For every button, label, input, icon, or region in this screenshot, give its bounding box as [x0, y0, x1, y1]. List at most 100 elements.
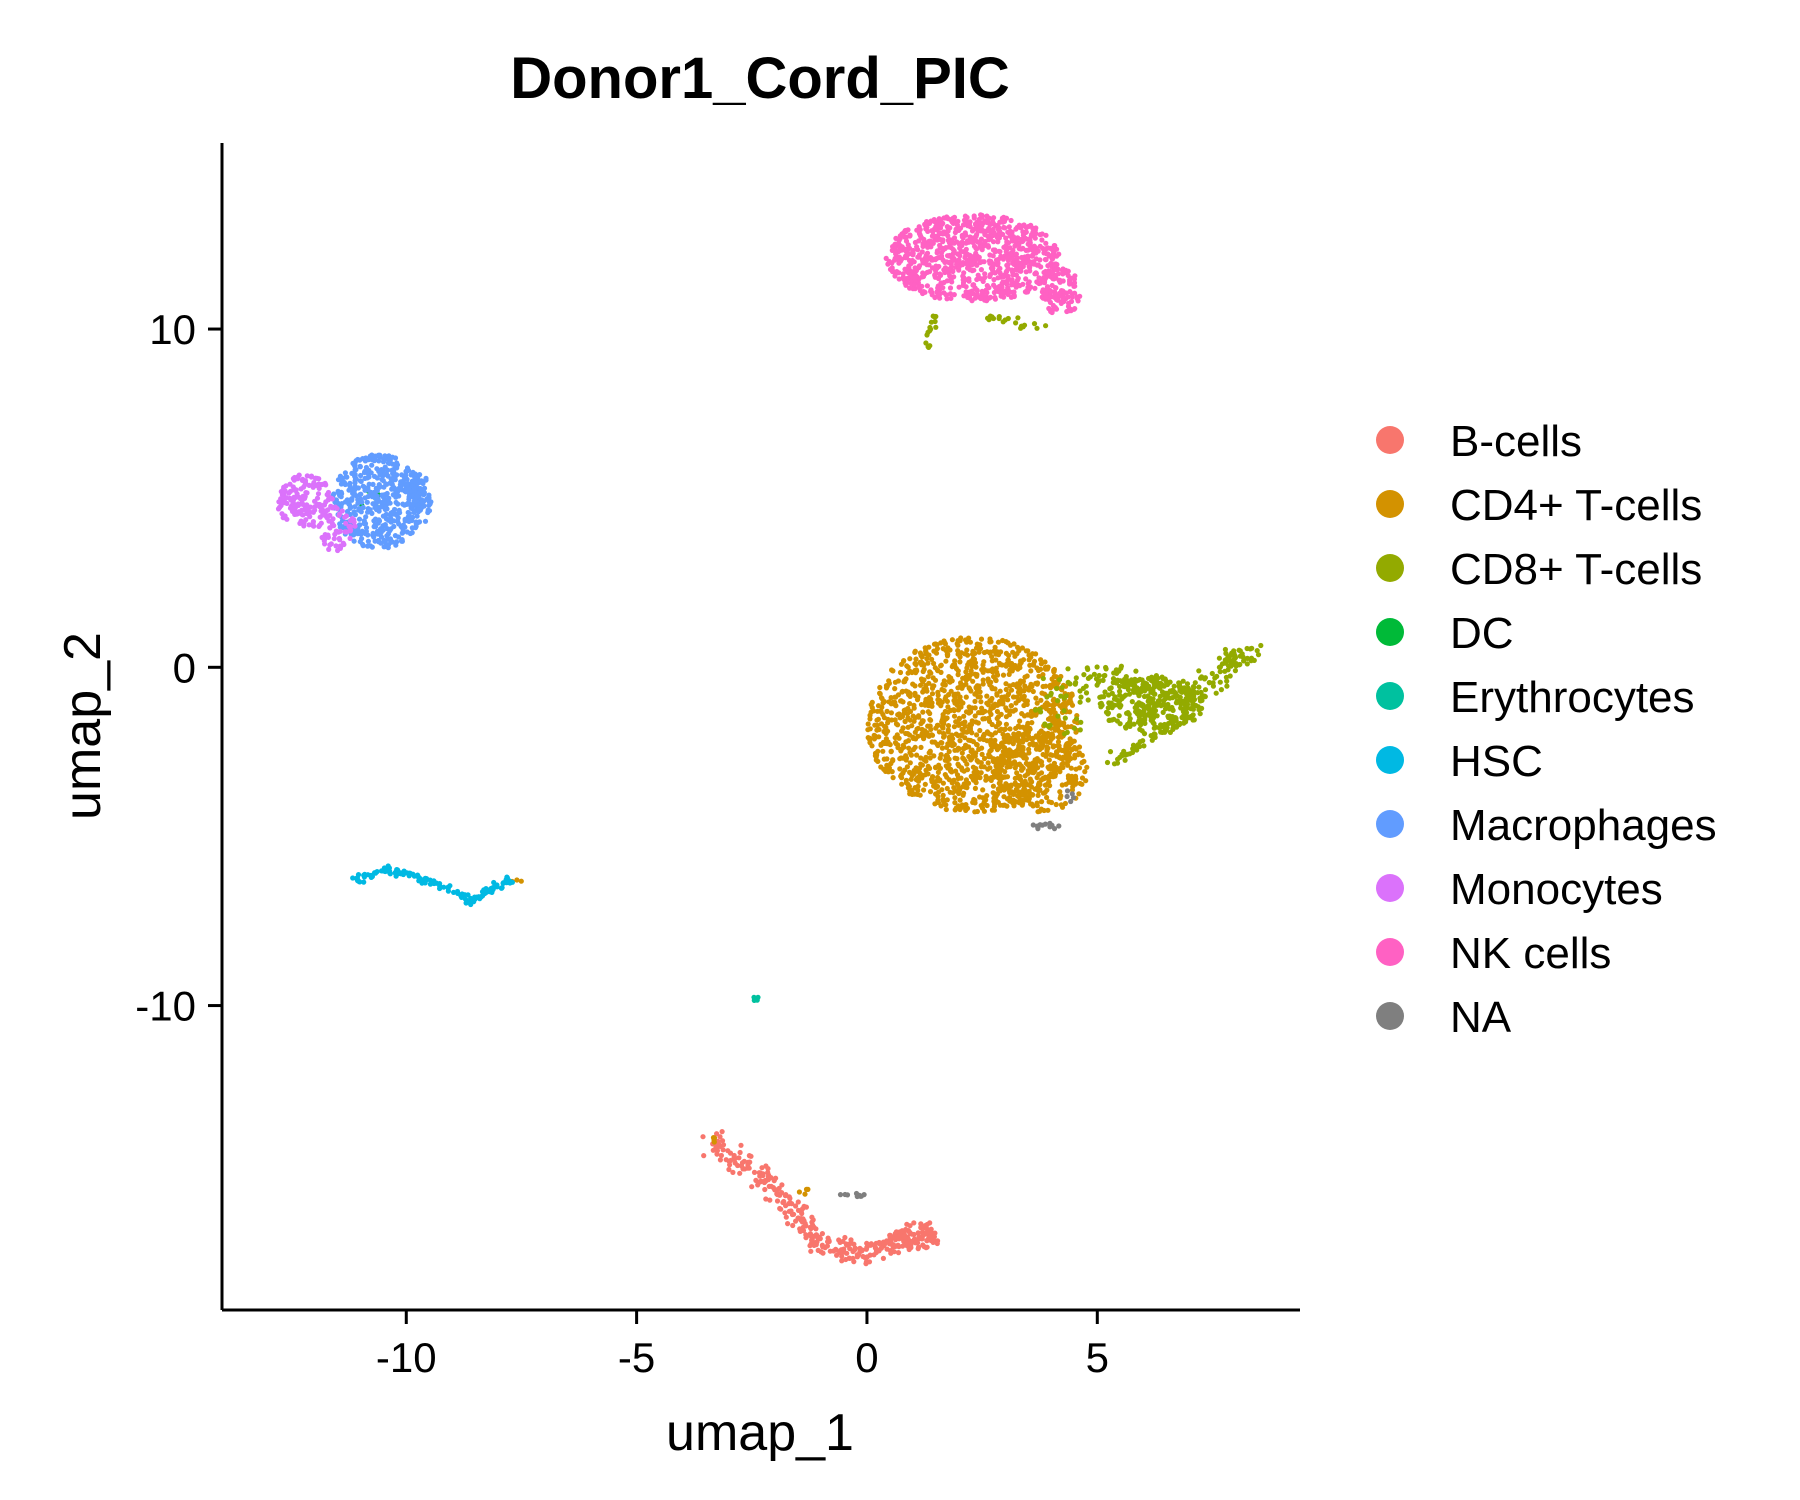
data-point	[752, 996, 758, 1002]
data-point	[409, 478, 415, 484]
data-point	[1000, 774, 1006, 780]
data-point	[951, 707, 957, 714]
data-point	[928, 319, 935, 325]
data-point	[363, 514, 369, 520]
data-point	[923, 683, 929, 689]
data-point	[1045, 263, 1051, 269]
data-point	[1153, 673, 1159, 679]
data-point	[925, 702, 931, 708]
data-point	[410, 502, 416, 508]
data-point	[992, 296, 999, 302]
data-point	[934, 741, 940, 747]
data-point	[949, 732, 955, 738]
data-point	[956, 257, 962, 263]
data-point	[985, 216, 991, 222]
data-point	[1068, 765, 1074, 771]
data-point	[334, 506, 340, 512]
data-point	[1105, 705, 1111, 711]
data-point	[963, 709, 970, 715]
data-point	[964, 214, 970, 221]
data-point	[984, 793, 990, 799]
data-point	[840, 1238, 846, 1244]
data-point	[944, 757, 951, 764]
data-point	[1154, 713, 1160, 719]
data-point	[1026, 279, 1032, 285]
data-point	[1004, 782, 1010, 788]
data-point	[920, 243, 926, 249]
data-point	[389, 467, 395, 473]
data-point	[1116, 713, 1122, 719]
data-point	[1056, 271, 1062, 277]
data-point	[847, 1255, 853, 1261]
data-point	[940, 247, 946, 253]
data-point	[1224, 678, 1230, 684]
data-point	[351, 519, 357, 525]
data-point	[1043, 250, 1049, 257]
data-point	[994, 234, 1000, 241]
data-point	[372, 516, 379, 522]
data-point	[1046, 799, 1052, 805]
data-point	[393, 499, 399, 506]
y-axis-title: umap_2	[54, 632, 112, 820]
data-point	[1045, 270, 1051, 276]
data-point	[1049, 282, 1055, 289]
data-point	[894, 732, 900, 738]
data-point	[903, 234, 909, 240]
data-point	[886, 699, 892, 705]
data-point	[885, 720, 891, 726]
data-point	[1026, 788, 1032, 794]
data-point	[700, 1134, 706, 1140]
data-point	[950, 268, 956, 275]
legend-label: HSC	[1450, 737, 1543, 786]
data-point	[1102, 672, 1108, 679]
data-point	[1042, 256, 1048, 263]
data-point	[757, 1170, 763, 1176]
data-point	[365, 872, 371, 878]
data-point	[955, 775, 961, 782]
data-point	[884, 1238, 890, 1244]
data-point	[1141, 706, 1147, 712]
data-point	[923, 649, 929, 655]
data-point	[931, 233, 938, 239]
data-point	[1132, 705, 1138, 711]
data-point	[374, 466, 380, 472]
data-point	[928, 732, 935, 738]
data-point	[1139, 677, 1145, 683]
data-point	[967, 224, 973, 230]
data-point	[876, 726, 882, 733]
legend-label: Erythrocytes	[1450, 673, 1695, 722]
data-point	[1042, 821, 1048, 827]
data-point	[353, 476, 359, 482]
data-point	[970, 282, 976, 288]
data-point	[360, 483, 366, 489]
data-point	[1000, 672, 1007, 678]
data-point	[925, 660, 931, 666]
data-point	[356, 516, 363, 522]
data-point	[1044, 284, 1051, 290]
data-point	[783, 1214, 789, 1220]
data-point	[977, 689, 983, 695]
data-point	[745, 1165, 751, 1171]
data-point	[1016, 783, 1022, 789]
data-point	[1060, 754, 1066, 760]
data-point	[393, 493, 399, 499]
data-point	[1113, 680, 1120, 686]
data-point	[905, 251, 911, 257]
data-point	[1169, 704, 1175, 711]
data-point	[883, 768, 889, 775]
data-point	[1061, 701, 1067, 707]
data-point	[908, 272, 914, 278]
data-point	[412, 471, 418, 477]
data-point	[815, 1247, 821, 1253]
data-point	[959, 750, 965, 756]
data-point	[908, 1240, 914, 1246]
data-point	[901, 710, 907, 716]
data-point	[331, 536, 337, 542]
data-point	[873, 1240, 879, 1246]
data-point	[928, 287, 934, 293]
data-point	[487, 887, 493, 893]
data-point	[290, 476, 296, 482]
data-point	[973, 222, 979, 228]
data-point	[1224, 683, 1230, 689]
data-point	[978, 636, 985, 642]
